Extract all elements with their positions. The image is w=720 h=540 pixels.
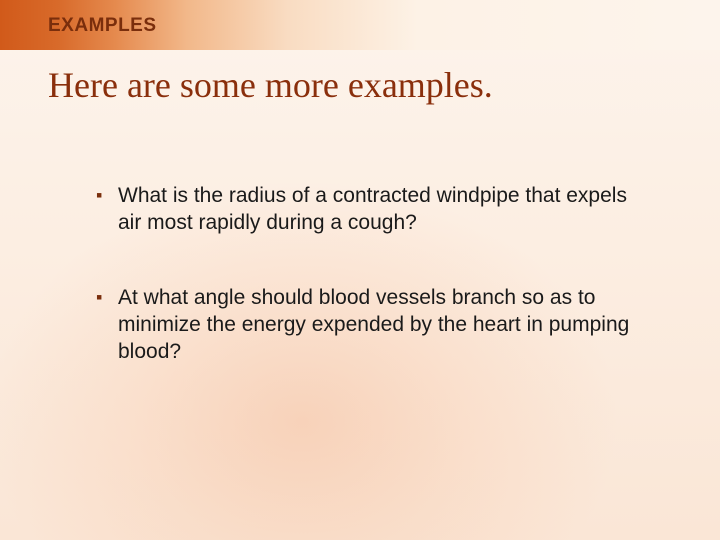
bullet-marker-icon: ▪ — [96, 284, 118, 365]
page-title: Here are some more examples. — [48, 64, 493, 106]
header-label: EXAMPLES — [48, 15, 157, 37]
bullet-marker-icon: ▪ — [96, 182, 118, 236]
bullet-text: What is the radius of a contracted windp… — [118, 182, 632, 236]
bullet-text: At what angle should blood vessels branc… — [118, 284, 632, 365]
bullet-list: ▪ What is the radius of a contracted win… — [96, 182, 632, 413]
list-item: ▪ What is the radius of a contracted win… — [96, 182, 632, 236]
list-item: ▪ At what angle should blood vessels bra… — [96, 284, 632, 365]
